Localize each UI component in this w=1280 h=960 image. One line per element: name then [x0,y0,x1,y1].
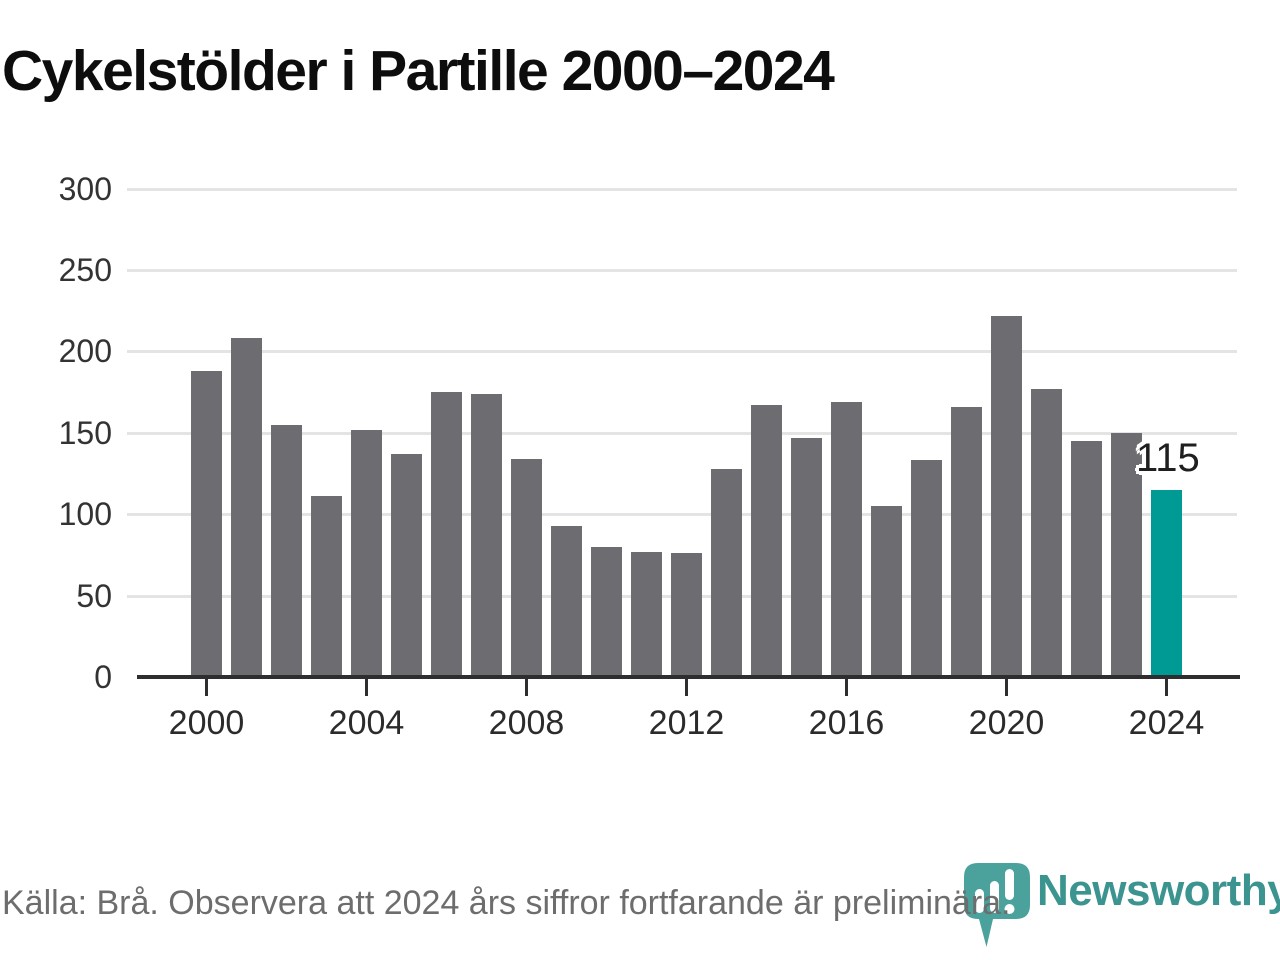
y-axis-tick-label: 100 [58,496,112,533]
bar-2003 [311,496,342,677]
y-axis-tick-label: 250 [58,252,112,288]
chart-title: Cykelstölder i Partille 2000–2024 [2,39,835,103]
bar-2001 [231,338,262,677]
bar-2020 [991,316,1022,677]
bar-2004 [351,430,382,677]
gridline-300 [140,187,1237,191]
y-axis-tick-label: 150 [58,414,112,451]
gridline-250 [140,269,1237,272]
bar-2018 [911,460,942,677]
newsworthy-pin-barchart-icon [964,863,1030,947]
x-tick-2016 [845,679,848,696]
x-axis-tick-label: 2016 [808,704,885,742]
gridline-200 [140,350,1237,354]
bar-2009 [551,526,582,677]
y-axis-tick-label: 0 [94,659,112,695]
gridline-100 [140,513,1237,517]
y-axis-tick-label: 300 [58,170,112,207]
bar-2015 [791,438,822,677]
bar-2019 [951,407,982,677]
bar-2005 [391,454,422,677]
bar-2007 [471,394,502,677]
x-axis-tick-label: 2008 [488,704,565,742]
bar-2016 [831,402,862,677]
x-axis-tick-label: 2004 [328,704,405,742]
bar-2011 [631,552,662,677]
x-tick-2008 [525,679,528,696]
x-tick-2000 [205,679,208,696]
bar-2002 [271,425,302,677]
bar-2012 [671,553,702,677]
y-tick-50 [127,594,140,598]
bar-2024 [1151,490,1182,677]
gridline-150 [140,431,1237,435]
y-tick-100 [127,513,140,517]
highlight-value-label: 115 [1136,436,1200,480]
bar-2000 [191,371,222,677]
y-tick-300 [127,187,140,191]
x-tick-2012 [685,679,688,696]
bar-2014 [751,405,782,677]
x-axis-tick-label: 2012 [648,704,725,742]
bar-2008 [511,459,542,677]
x-tick-2020 [1005,679,1008,696]
bar-2017 [871,506,902,677]
bar-2021 [1031,389,1062,677]
y-tick-200 [127,350,140,354]
bar-2013 [711,469,742,677]
x-axis-tick-label: 2020 [968,704,1045,742]
x-axis-line [137,675,1240,679]
newsworthy-wordmark: Newsworthy [1037,866,1280,915]
bar-2010 [591,547,622,677]
source-note: Källa: Brå. Observera att 2024 års siffr… [2,884,1011,922]
y-axis-tick-label: 200 [58,333,112,370]
y-tick-250 [127,269,140,272]
y-tick-150 [127,431,140,435]
x-tick-2004 [365,679,368,696]
x-axis-tick-label: 2000 [168,704,245,742]
y-axis-tick-label: 50 [76,577,112,614]
bar-2022 [1071,441,1102,677]
x-axis-tick-label: 2024 [1128,704,1205,742]
bar-2023 [1111,433,1142,677]
bar-2006 [431,392,462,677]
x-tick-2024 [1165,679,1168,696]
